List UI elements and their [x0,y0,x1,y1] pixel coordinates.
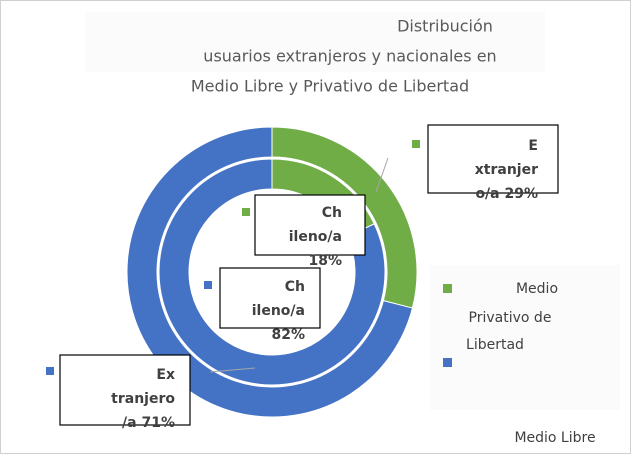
legend-label: Medio [516,281,558,297]
data-label-marker [204,281,212,289]
data-label: tranjero [111,391,175,407]
legend-marker [443,358,452,367]
title-area [85,12,545,72]
data-label: Ch [285,279,305,295]
data-label: ileno/a [252,303,305,319]
data-label-box [427,124,559,194]
data-label-box [254,194,366,256]
data-label: /a 71% [122,415,175,431]
legend-area [430,265,620,410]
data-label: ileno/a [289,229,342,245]
data-label-box [219,267,321,329]
leader-line [209,367,256,373]
data-label-marker [412,140,420,148]
data-label: o/a 29% [475,186,538,202]
data-label-marker [46,367,54,375]
data-label-box [59,354,191,426]
data-label-marker [242,208,250,216]
chart-title: usuarios extranjeros y nacionales en [203,47,496,66]
data-label: E [528,138,538,154]
leader-line [375,157,389,193]
data-label: Ch [322,205,342,221]
data-label: Ex [156,367,175,383]
doughnut-segment [126,126,414,418]
data-label: 18% [308,253,342,269]
legend-marker [443,284,452,293]
legend-label: Medio Libre [514,430,595,446]
chart-title: Distribución [397,17,493,36]
data-label: xtranjer [475,162,538,178]
chart-title: Medio Libre y Privativo de Libertad [191,77,469,96]
doughnut-segment [158,158,386,386]
data-label: 82% [271,327,305,343]
legend-label: Libertad [466,337,524,353]
legend-label: Privativo de [469,310,552,326]
